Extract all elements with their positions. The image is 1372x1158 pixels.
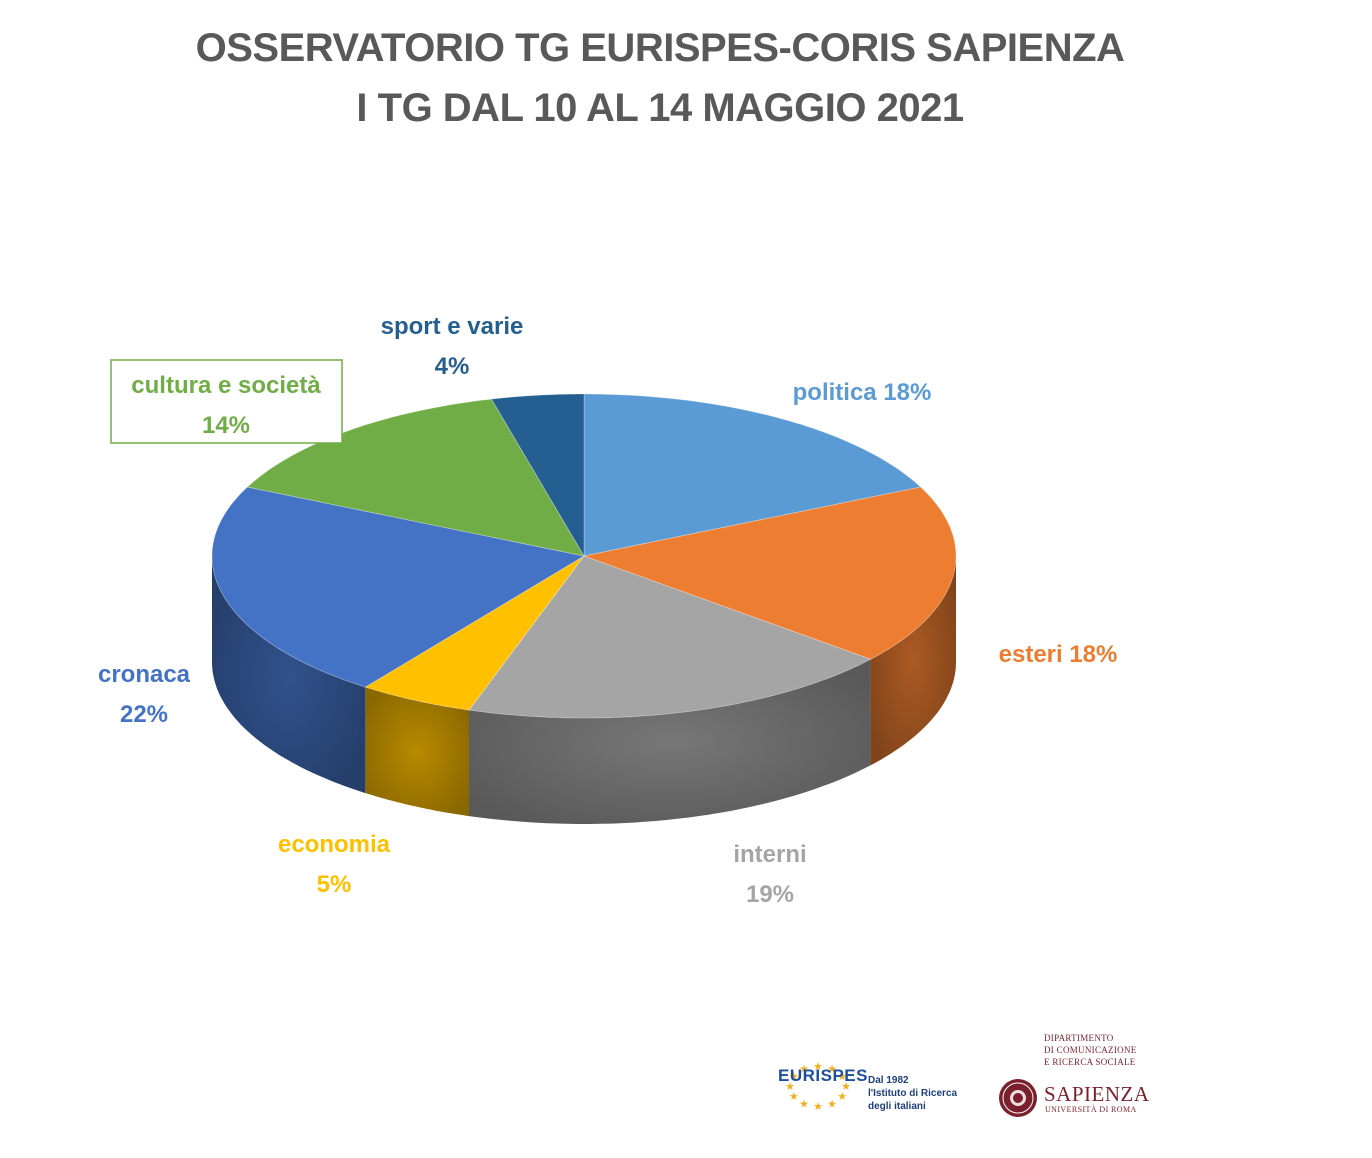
eurispes-logo-stars: ★★★★★★★★★ ★ ★★ (785, 1061, 851, 1113)
data-label-cultura-e-societa-name: cultura e società (131, 372, 321, 399)
star-icon: ★ (827, 1064, 837, 1076)
sapienza-logo-subtitle: UNIVERSITÀ DI ROMA (1045, 1105, 1137, 1114)
data-label-cronaca-name: cronaca (98, 661, 191, 688)
data-label-politica-name: politica 18% (793, 379, 932, 406)
data-label-interni: interni 19% (733, 841, 806, 908)
data-label-economia-value: 5% (317, 871, 352, 898)
pie-slice-interni (468, 555, 872, 719)
star-icon: ★ (841, 1081, 851, 1093)
sapienza-seal-icon (999, 1079, 1037, 1117)
data-label-economia-name: economia (278, 831, 391, 858)
star-icon: ★ (813, 1101, 823, 1113)
data-label-box-cultura-e-societa (110, 359, 343, 444)
data-label-politica: politica 18% (793, 379, 932, 406)
star-icon: ★ (789, 1071, 799, 1083)
pie-slice-cronaca (211, 486, 586, 688)
pie-side-shade-interni (469, 659, 871, 824)
data-label-economia: economia 5% (278, 831, 391, 898)
data-label-cronaca: cronaca 22% (98, 661, 191, 728)
star-icon: ★ (785, 1081, 795, 1093)
chart-title-line1: OSSERVATORIO TG EURISPES-CORIS SAPIENZA (195, 26, 1125, 70)
star-icon: ★ (799, 1099, 809, 1111)
data-label-sport-e-varie: sport e varie 4% (381, 313, 524, 380)
pie-slice-economia (364, 555, 585, 711)
pie-side-shade-economia (365, 687, 469, 817)
pie-slice-esteri (582, 486, 957, 660)
star-icon: ★ (789, 1091, 799, 1103)
eurispes-tagline: Dal 1982 l'Istituto di Ricerca degli ita… (868, 1075, 958, 1112)
pie-side-shade-esteri (870, 556, 956, 766)
star-icon: ★ (799, 1064, 809, 1076)
data-label-cultura-e-societa: cultura e società 14% (110, 359, 343, 444)
data-label-interni-name: interni (733, 841, 806, 868)
star-icon: ★ (813, 1061, 823, 1073)
sapienza-department: DIPARTIMENTO DI COMUNICAZIONE E RICERCA … (1044, 1033, 1137, 1067)
data-label-sport-e-varie-name: sport e varie (381, 313, 524, 340)
data-label-esteri-name: esteri 18% (999, 641, 1118, 668)
pie-tops (211, 393, 957, 719)
pie-side-shade-cronaca (212, 556, 366, 794)
sapienza-logo-name: SAPIENZA (1044, 1082, 1150, 1106)
pie-labels: politica 18% esteri 18% interni 19% economia… (98, 313, 1117, 908)
data-label-interni-value: 19% (746, 881, 794, 908)
pie-slice-sport-e-varie (490, 393, 585, 558)
data-label-cronaca-value: 22% (120, 701, 168, 728)
star-icon: ★ (837, 1091, 847, 1103)
star-icon: ★ (827, 1099, 837, 1111)
star-icon: ★ (837, 1071, 847, 1083)
pie-sides (212, 556, 956, 824)
data-label-cultura-e-societa-value: 14% (202, 412, 250, 439)
pie-slice-politica (583, 393, 922, 557)
chart-title-line2: I TG DAL 10 AL 14 MAGGIO 2021 (356, 86, 964, 130)
data-label-sport-e-varie-value: 4% (435, 353, 470, 380)
data-label-esteri: esteri 18% (999, 641, 1118, 668)
eurispes-logo-name: EURISPES (778, 1066, 868, 1085)
